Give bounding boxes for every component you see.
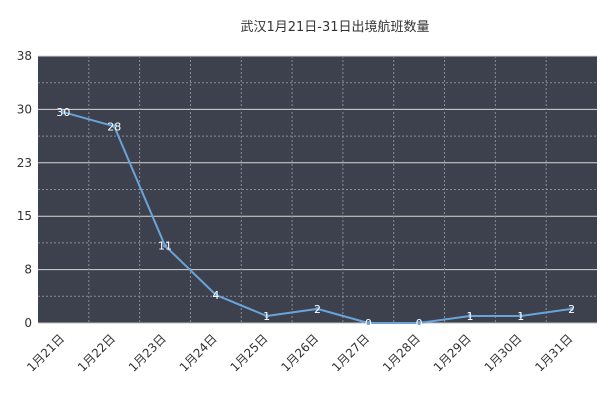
y-tick-label: 15 (17, 209, 32, 223)
data-point (112, 124, 117, 129)
data-point (213, 292, 218, 297)
data-point (569, 306, 574, 311)
data-point (366, 321, 371, 325)
series-line-layer (61, 110, 574, 325)
data-label: 4 (212, 289, 219, 302)
y-tick-label: 23 (17, 156, 32, 170)
plot-area (38, 56, 597, 323)
y-tick-label: 38 (17, 49, 32, 63)
data-label: 0 (416, 317, 423, 330)
data-point (518, 313, 523, 318)
x-axis: 1月21日 1月22日 1月23日 1月24日 1月25日 1月26日 1月27日 1月28日… (24, 331, 575, 374)
x-tick-label: 1月29日 (431, 331, 474, 374)
y-tick-label: 0 (24, 316, 32, 330)
data-label: 1 (517, 310, 524, 323)
x-tick-label: 1月27日 (329, 331, 372, 374)
data-point (264, 313, 269, 318)
chart-title: 武汉1月21日-31日出境航班数量 (240, 19, 429, 35)
data-point (163, 243, 168, 248)
data-label: 2 (314, 303, 321, 316)
x-tick-label: 1月25日 (227, 331, 270, 374)
x-tick-label: 1月31日 (532, 331, 575, 374)
x-tick-label: 1月21日 (24, 331, 67, 374)
x-tick-label: 1月30日 (482, 331, 525, 374)
data-label: 11 (158, 240, 172, 253)
x-tick-label: 1月23日 (126, 331, 169, 374)
grid-lines (38, 55, 597, 324)
data-point (61, 110, 66, 115)
data-label: 30 (56, 106, 70, 119)
data-label: 1 (466, 310, 473, 323)
data-point (417, 321, 422, 325)
y-tick-label: 8 (24, 263, 32, 277)
data-label: 1 (263, 310, 270, 323)
x-tick-label: 1月22日 (75, 331, 118, 374)
y-tick-label: 30 (17, 102, 32, 116)
data-label: 0 (365, 317, 372, 330)
y-axis: 0 8 15 23 30 38 (17, 49, 32, 330)
x-tick-label: 1月24日 (177, 331, 220, 374)
x-tick-label: 1月26日 (278, 331, 321, 374)
data-point (315, 306, 320, 311)
data-point (467, 313, 472, 318)
data-label: 28 (107, 120, 121, 133)
x-tick-label: 1月28日 (380, 331, 423, 374)
data-label: 2 (568, 303, 575, 316)
